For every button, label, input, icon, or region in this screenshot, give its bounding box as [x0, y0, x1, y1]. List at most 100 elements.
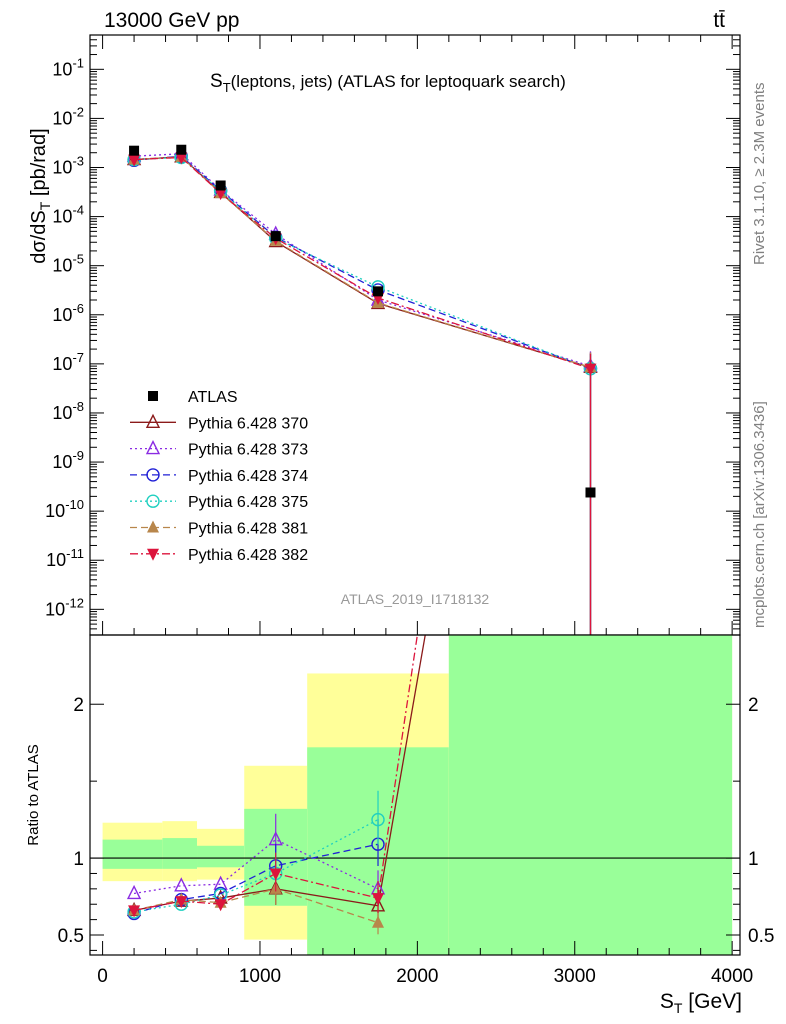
data-marker [128, 154, 141, 167]
data-marker [270, 231, 281, 242]
uncertainty-band-inner [102, 839, 163, 869]
ratio-y-tick-label: 2 [748, 695, 759, 716]
main-y-tick-label: 10-5 [52, 252, 84, 276]
main-y-tick-label: 10-10 [45, 497, 84, 521]
ratio-line [133, 843, 379, 915]
legend-entry: Pythia 6.428 382 [130, 547, 308, 564]
ratio-line [133, 888, 379, 924]
mcplots-label: mcplots.cern.ch [arXiv:1306.3436] [751, 401, 768, 628]
legend-entry: Pythia 6.428 373 [130, 440, 308, 459]
data-marker [214, 899, 227, 912]
main-frame [89, 34, 741, 636]
data-marker [585, 487, 596, 498]
main-y-tick-label: 10-9 [52, 448, 84, 472]
data-marker [146, 468, 160, 482]
uncertainty-band-inner [162, 838, 198, 869]
main-title: ST(leptons, jets) (ATLAS for leptoquark … [210, 71, 566, 95]
main-y-tick-label: 10-6 [52, 301, 84, 325]
data-marker [126, 884, 142, 900]
process-label: tt̄ [713, 9, 725, 32]
x-tick-label: 1000 [239, 966, 281, 987]
data-marker [176, 144, 187, 155]
ratio-y-tick-label: 2 [73, 695, 84, 716]
ratio-line [133, 634, 419, 912]
data-marker [147, 548, 159, 561]
series-line [134, 153, 591, 367]
ratio-bands [90, 635, 740, 955]
ratio-y-tick-label: 0.5 [58, 926, 84, 947]
legend-label: Pythia 6.428 375 [188, 494, 308, 511]
legend-label: Pythia 6.428 381 [188, 521, 308, 538]
ratio-y-tick-label: 1 [73, 849, 84, 870]
ratio-y-tick-label: 0.5 [748, 926, 774, 947]
legend-entry: Pythia 6.428 374 [130, 468, 308, 485]
x-tick-label: 4000 [711, 966, 753, 987]
x-axis-label: ST [GeV] [660, 990, 742, 1016]
analysis-label: ATLAS_2019_I1718132 [341, 591, 490, 607]
legend-label: Pythia 6.428 382 [188, 547, 308, 564]
main-y-tick-label: 10-7 [52, 350, 84, 374]
legend: ATLAS Pythia 6.428 370 Pythia 6.428 373 Pyt… [130, 389, 308, 564]
series-line [134, 156, 591, 368]
data-marker [174, 877, 189, 892]
main-panel: 10-12 10-11 10-10 10-9 10-8 10-7 10-6 10-5 10-4 1… [28, 34, 741, 636]
data-marker [214, 188, 227, 201]
main-y-tick-label: 10-11 [46, 546, 84, 570]
data-marker [129, 145, 140, 156]
data-marker [175, 896, 188, 909]
legend-label: Pythia 6.428 374 [188, 468, 308, 485]
data-marker [215, 180, 226, 191]
main-y-tick-label: 10-3 [52, 153, 84, 177]
main-series-layer [126, 144, 598, 635]
main-y-ticks: 10-12 10-11 10-10 10-9 10-8 10-7 10-6 10-5 10-4 1… [45, 34, 740, 636]
legend-entry: Pythia 6.428 370 [130, 413, 308, 432]
series-atlas [129, 144, 596, 498]
series-line [134, 155, 591, 370]
data-marker [371, 812, 385, 827]
ratio-ticks: 0.5 0.5 1 1 2 2 0 1000 2000 3000 4000 [58, 695, 775, 987]
ratio-pythia-6-428-382 [128, 634, 419, 918]
data-marker [372, 915, 385, 928]
series-line [134, 156, 591, 370]
ratio-line [133, 634, 426, 912]
uncertainty-band-inner [197, 845, 245, 868]
legend-label: Pythia 6.428 370 [188, 415, 308, 432]
main-y-tick-label: 10-12 [45, 595, 84, 619]
data-marker [372, 893, 385, 906]
legend-label: Pythia 6.428 373 [188, 442, 308, 459]
ratio-panel: 0.5 0.5 1 1 2 2 0 1000 2000 3000 4000 Ratio to ATL… [25, 634, 775, 1016]
data-marker [175, 152, 188, 165]
data-marker [146, 494, 160, 508]
ratio-line [133, 819, 379, 913]
x-tick-label: 0 [97, 966, 108, 987]
main-y-tick-label: 10-2 [52, 104, 84, 128]
series-line [134, 156, 591, 368]
energy-label: 13000 GeV pp [104, 9, 239, 32]
data-marker [145, 440, 161, 455]
data-marker [584, 363, 597, 376]
legend-entry: Pythia 6.428 381 [130, 520, 308, 538]
data-marker [373, 286, 384, 297]
data-marker [147, 520, 159, 533]
main-y-tick-label: 10-8 [52, 399, 84, 423]
legend-entry: Pythia 6.428 375 [130, 494, 308, 511]
ratio-y-tick-label: 1 [748, 849, 759, 870]
main-y-axis-label: dσ/dST [pb/rad] [28, 128, 53, 263]
ratio-frame [89, 634, 741, 956]
data-marker [145, 413, 161, 428]
uncertainty-band-inner [448, 635, 733, 955]
data-marker [269, 868, 282, 881]
main-y-tick-label: 10-1 [52, 55, 84, 79]
ratio-y-axis-label: Ratio to ATLAS [25, 744, 42, 845]
rivet-label: Rivet 3.1.10, ≥ 2.3M events [751, 83, 768, 266]
main-y-tick-label: 10-4 [52, 203, 84, 227]
legend-entry: ATLAS [148, 389, 238, 406]
x-tick-label: 2000 [396, 966, 438, 987]
ratio-series-layer [126, 634, 426, 935]
data-marker [148, 391, 158, 401]
data-marker [128, 905, 141, 918]
legend-label: ATLAS [188, 389, 238, 406]
x-tick-label: 3000 [554, 966, 596, 987]
series-line [134, 156, 591, 370]
